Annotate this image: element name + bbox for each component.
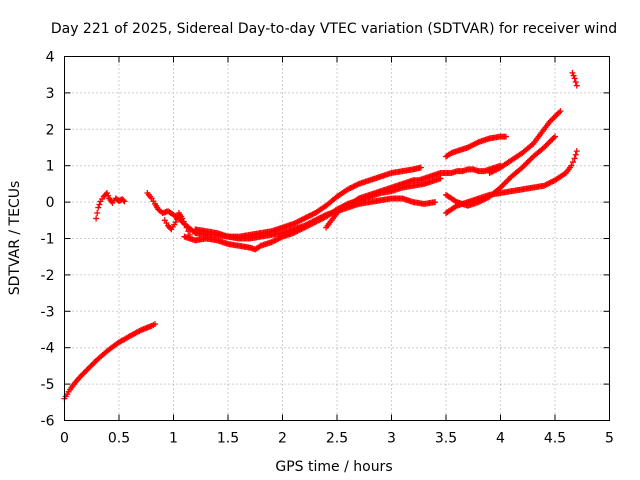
y-tick-label: -2 [41, 268, 55, 284]
data-point [432, 199, 439, 206]
x-tick-label: 1.5 [217, 431, 239, 447]
y-tick-label: -6 [41, 414, 55, 430]
x-tick-label: 3.5 [435, 431, 457, 447]
series-sat-7 [323, 162, 504, 231]
grid [64, 56, 610, 421]
series-sat-1 [61, 321, 158, 402]
data-point [571, 75, 578, 82]
y-tick-label: 2 [46, 122, 55, 138]
data-point [121, 198, 128, 205]
x-tick-label: 3 [387, 431, 396, 447]
series-sat-2 [93, 190, 128, 222]
data-point [437, 175, 444, 182]
data-point-interp [185, 228, 192, 235]
chart-title: Day 221 of 2025, Sidereal Day-to-day VTE… [51, 21, 617, 37]
data-point [572, 78, 579, 85]
data-point [151, 321, 158, 328]
x-tick-label: 1 [169, 431, 178, 447]
data-point-interp [105, 192, 112, 199]
y-tick-label: 3 [46, 86, 55, 102]
y-tick-label: 0 [46, 195, 55, 211]
data-point-interp [96, 201, 103, 208]
series-sat-12 [443, 133, 558, 209]
x-tick-label: 4.5 [544, 431, 566, 447]
y-tick-label: -3 [41, 304, 55, 320]
data-point-interp [572, 151, 579, 158]
data-point-interp [94, 210, 101, 217]
y-tick-label: 1 [46, 159, 55, 175]
data-point [573, 148, 580, 155]
x-tick-label: 4 [496, 431, 505, 447]
data-point [183, 224, 190, 231]
x-tick-label: 2.5 [326, 431, 348, 447]
series-sat-8 [443, 133, 509, 160]
data-point [502, 133, 509, 140]
x-axis-label: GPS time / hours [275, 459, 392, 475]
x-tick-label: 5 [605, 431, 614, 447]
data-point [179, 215, 186, 222]
data-point-interp [180, 218, 187, 225]
data-point [569, 69, 576, 76]
series-sat-4 [161, 210, 193, 238]
plot-frame [64, 56, 610, 421]
series-sat-11 [569, 69, 580, 89]
y-tick-label: -4 [41, 341, 55, 357]
data-point [93, 215, 100, 222]
data-point-interp [570, 72, 577, 79]
series-sat-9 [486, 108, 564, 176]
data-series [61, 69, 580, 402]
data-point [557, 108, 564, 115]
x-tick-label: 0 [60, 431, 69, 447]
y-tick-label: -5 [41, 377, 55, 393]
data-point [552, 133, 558, 140]
data-point [417, 164, 424, 171]
data-point [172, 219, 179, 226]
x-tick-label: 0.5 [108, 431, 130, 447]
data-point-interp [569, 159, 576, 166]
data-point [573, 82, 580, 89]
y-tick-label: -1 [41, 232, 55, 248]
data-point-interp [120, 197, 127, 204]
data-point-interp [173, 216, 180, 223]
axis-ticks: 0 0.5 1 1.5 2 2.5 3 3.5 4 4.5 5 -6 -5 -4 -3 -2 -1 0 1 2 3 4 [41, 50, 614, 447]
data-point [571, 155, 578, 162]
data-point [95, 204, 102, 211]
data-point [568, 162, 575, 169]
data-point-interp [182, 221, 189, 228]
data-point [104, 190, 111, 196]
y-axis-label: SDTVAR / TECUs [7, 181, 23, 296]
x-tick-label: 2 [278, 431, 287, 447]
y-tick-label: 4 [46, 50, 55, 66]
